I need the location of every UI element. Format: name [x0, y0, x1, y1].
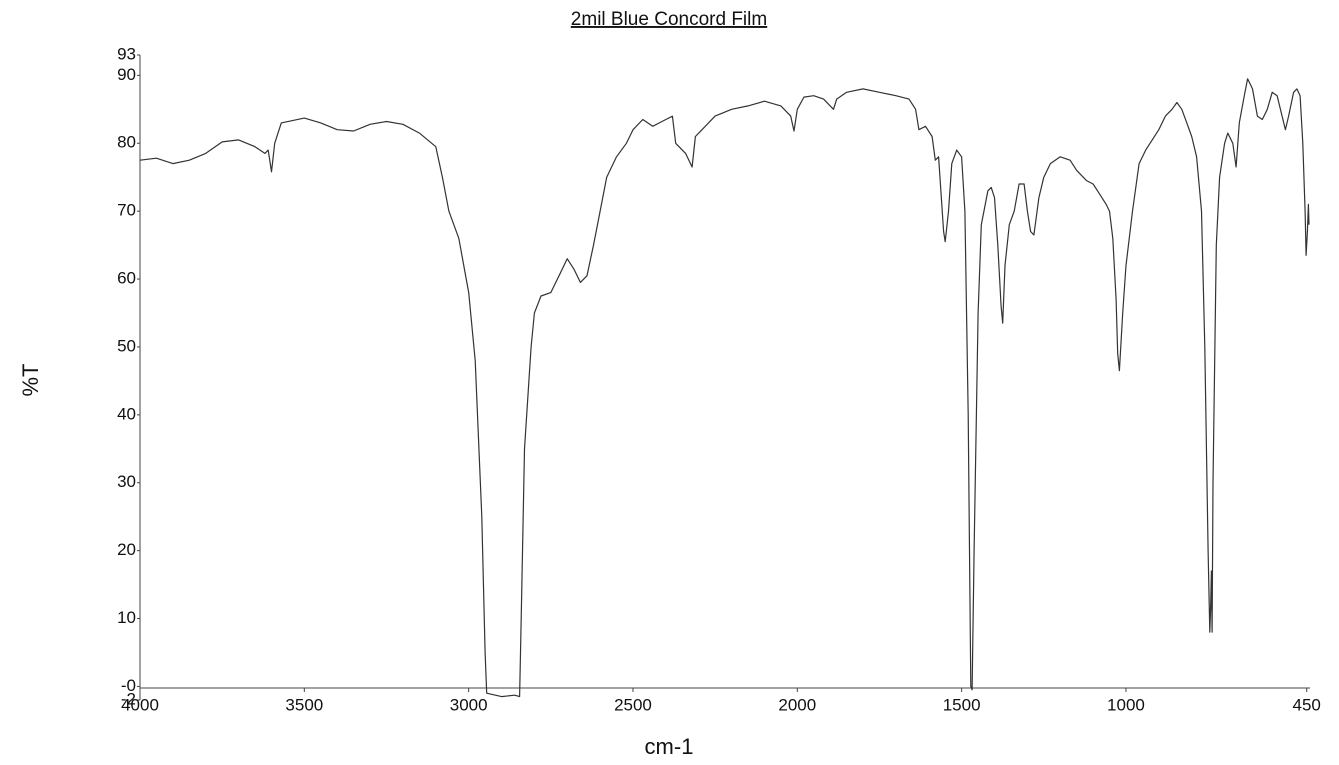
y-tick-label: 50	[117, 336, 136, 355]
y-tick-label: 20	[117, 540, 136, 559]
y-tick-label: 40	[117, 404, 136, 423]
y-tick-label: 93	[117, 44, 136, 63]
y-tick-label: -0	[121, 676, 136, 695]
y-tick-label: 70	[117, 201, 136, 220]
x-tick-label: 2500	[614, 695, 652, 714]
x-tick-label: 450	[1293, 695, 1321, 714]
y-tick-label: 10	[117, 608, 136, 627]
x-tick-label: 1500	[943, 695, 981, 714]
chart-title: 2mil Blue Concord Film	[571, 9, 767, 30]
x-tick-label: 3000	[450, 695, 488, 714]
x-tick-label: 4000	[121, 695, 159, 714]
y-axis-label: %T	[18, 364, 43, 397]
y-tick-label: 90	[117, 65, 136, 84]
y-tick-label: 30	[117, 472, 136, 491]
x-tick-label: 1000	[1107, 695, 1145, 714]
x-tick-label: 3500	[285, 695, 323, 714]
x-tick-label: 2000	[778, 695, 816, 714]
y-tick-label: -2	[121, 689, 136, 708]
y-tick-label: 80	[117, 133, 136, 152]
y-tick-label: 60	[117, 269, 136, 288]
spectrum-line	[139, 78, 1310, 698]
x-axis-label: cm-1	[645, 734, 694, 759]
